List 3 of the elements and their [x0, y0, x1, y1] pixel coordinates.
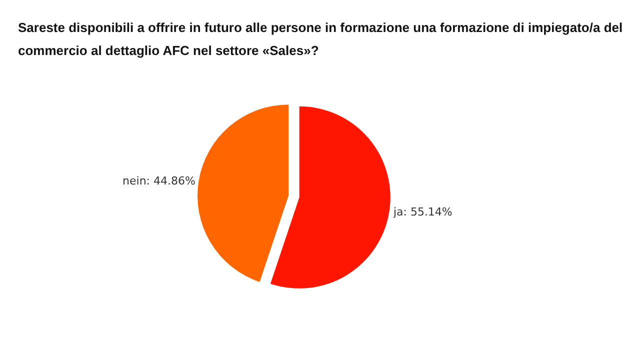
chart-title: Sareste disponibili a offrire in futuro alle persone in formazione una formazione di impiegato/a del commercio al dettaglio AFC nel settore «Sales»? [18, 19, 624, 60]
slice-label: nein: 44.86% [122, 174, 196, 188]
slice-label: ja: 55.14% [392, 206, 452, 219]
